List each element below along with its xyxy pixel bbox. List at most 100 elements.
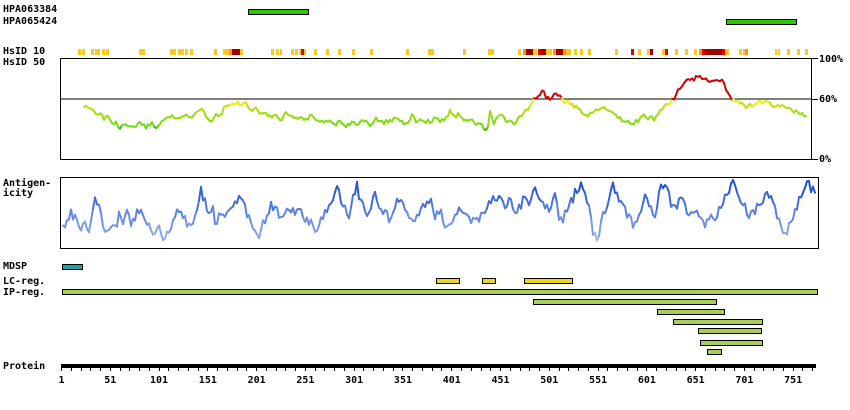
protein-axis-tick: [763, 368, 765, 371]
hsid10-mark: [185, 49, 188, 55]
ip-reg-bar-1: [533, 299, 717, 305]
chart-line-segment: [543, 90, 547, 100]
hsid10-mark: [488, 49, 494, 55]
chart-line-segment: [550, 197, 554, 209]
protein-axis-tick: [217, 368, 219, 371]
chart-line-segment: [778, 217, 782, 227]
pct-tick-0: [812, 159, 818, 160]
protein-axis-tick-label: 51: [104, 375, 117, 386]
chart-line-segment: [774, 205, 778, 220]
chart-line-segment: [616, 191, 620, 203]
hsid10-mark: [580, 49, 583, 55]
chart-line-segment: [632, 221, 636, 229]
hsid10-mark: [240, 49, 243, 55]
chart-line-segment: [584, 191, 588, 204]
chart-line-segment: [696, 209, 700, 218]
hsid10-mark: [631, 49, 634, 55]
chart-line-segment: [588, 204, 592, 219]
chart-line-segment: [344, 204, 348, 216]
protein-axis-tick: [343, 368, 345, 371]
hsid10-mark: [232, 49, 240, 55]
chart-line-segment: [554, 192, 558, 205]
protein-axis-tick: [236, 368, 238, 371]
ip-reg-bar-5: [700, 340, 763, 346]
protein-axis-tick: [460, 368, 462, 371]
hsid10-mark: [280, 49, 282, 55]
chart-line-segment: [338, 188, 342, 204]
chart-line-segment: [174, 208, 178, 219]
protein-axis-tick: [743, 368, 745, 371]
chart-line-segment: [598, 220, 602, 238]
chart-line-segment: [394, 197, 398, 209]
protein-axis-tick: [636, 368, 638, 371]
protein-axis-tick-label: 251: [296, 375, 315, 386]
chart-line-segment: [80, 223, 84, 232]
hsid10-mark: [745, 49, 748, 55]
chart-line-segment: [780, 224, 784, 234]
hsid10-mark: [647, 49, 650, 55]
chart-line-segment: [676, 197, 680, 210]
hsid10-mark: [662, 49, 665, 55]
hsid10-mark: [722, 49, 725, 55]
chart-line-segment: [276, 206, 280, 219]
chart-line-segment: [118, 210, 122, 219]
protein-axis-tick: [441, 368, 443, 371]
chart-line-segment: [654, 207, 658, 219]
chart-line-segment: [414, 213, 418, 222]
protein-axis-tick: [451, 368, 453, 371]
hsid10-mark: [276, 49, 279, 55]
chart-line-segment: [264, 214, 268, 225]
chart-line-segment: [572, 187, 576, 204]
chart-line-segment: [164, 230, 168, 240]
protein-axis-tick-label: 351: [393, 375, 412, 386]
chart-line-segment: [116, 210, 120, 228]
chart-line-segment: [716, 206, 720, 219]
chart-line-segment: [502, 200, 506, 210]
hsid10-mark: [797, 49, 800, 55]
protein-axis-tick: [70, 368, 72, 371]
protein-axis-tick: [812, 368, 814, 371]
chart-line-segment: [386, 210, 390, 224]
chart-line-segment: [656, 190, 660, 210]
chart-line-segment: [646, 197, 650, 208]
chart-line-segment: [684, 202, 688, 215]
protein-axis-tick: [61, 368, 62, 371]
chart-line-segment: [418, 207, 422, 217]
protein-axis-tick: [119, 368, 121, 371]
pct-label-60: 60%: [819, 94, 838, 105]
chart-line-segment: [310, 218, 314, 227]
chart-line-segment: [281, 113, 285, 122]
chart-line-segment: [260, 219, 264, 231]
chart-line-segment: [510, 198, 514, 211]
mdsp-label: MDSP: [3, 261, 28, 272]
chart-line-segment: [122, 214, 126, 226]
hsid10-mark: [541, 49, 546, 55]
hsid10-mark: [190, 49, 193, 55]
antibody-bar-HPA063384: [248, 9, 309, 15]
chart-line-segment: [606, 198, 610, 209]
chart-line-segment: [76, 218, 80, 228]
chart-line-segment: [326, 204, 330, 213]
ip-reg-bar-2: [657, 309, 725, 315]
ip-reg-label: IP-reg.: [3, 287, 46, 298]
hsid10-mark: [588, 49, 591, 55]
hsid10-label: HsID 10: [3, 46, 46, 57]
chart-line-segment: [704, 218, 708, 229]
chart-line-segment: [318, 216, 322, 227]
chart-line-segment: [348, 206, 352, 220]
pct-label-100: 100%: [819, 54, 844, 65]
chart-line-segment: [370, 196, 374, 210]
chart-line-segment: [100, 212, 104, 228]
hsid10-mark: [370, 49, 373, 55]
chart-line-segment: [812, 185, 816, 194]
hsid10-mark: [739, 49, 742, 55]
protein-axis-tick-label: 101: [150, 375, 169, 386]
hsid10-mark: [694, 49, 697, 55]
chart-line-segment: [212, 205, 216, 225]
hsid10-mark: [78, 49, 81, 55]
hsid10-mark: [638, 49, 641, 55]
chart-line-segment: [748, 210, 752, 219]
chart-line-segment: [792, 208, 796, 221]
hsid10-mark: [214, 49, 217, 55]
